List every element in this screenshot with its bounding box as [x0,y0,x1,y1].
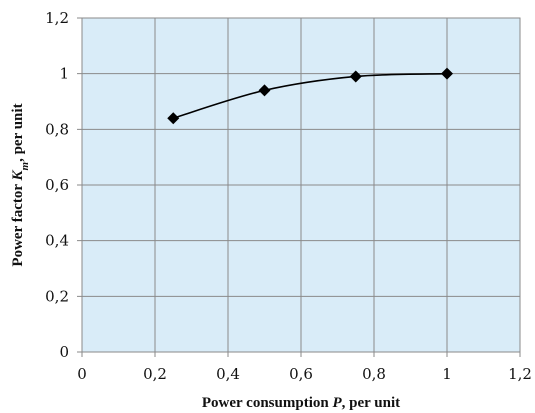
x-tick-label: 0 [77,365,87,383]
trend-curve [173,72,448,119]
y-tick-label: 1,2 [45,9,69,27]
y-tick-label: 0,8 [45,120,69,138]
y-axis-title-before: Power factor [10,180,26,266]
y-axis-title-variable: K [10,169,26,181]
x-tick-label: 0,2 [143,365,167,383]
data-markers [167,67,453,125]
x-axis-title-variable: P [332,395,342,411]
x-tick-label: 0,4 [216,365,240,383]
grid-lines [77,17,521,357]
y-axis-title: Power factor Km, per unit [10,103,31,266]
x-tick-label: 1,2 [508,365,532,383]
data-point [441,67,453,80]
x-axis-ticks: 0 0,2 0,4 0,6 0,8 1 1,2 [77,365,532,383]
x-axis-title-after: , per unit [342,395,400,411]
data-point [258,84,271,97]
x-tick-label: 0,8 [362,365,386,383]
x-tick-label: 0,6 [289,365,313,383]
x-tick-label: 1 [442,365,452,383]
y-axis-title-after: , per unit [10,103,26,161]
data-point [167,112,180,125]
data-point [349,70,362,83]
y-axis-title-subscript: m [19,161,31,170]
y-tick-label: 0,6 [45,176,69,194]
y-tick-label: 0 [59,343,69,361]
y-tick-label: 1 [59,65,69,83]
y-axis-ticks: 0 0,2 0,4 0,6 0,8 1 1,2 [45,9,69,361]
x-axis-title-before: Power consumption [202,395,333,411]
y-tick-label: 0,4 [45,232,69,250]
x-axis-title: Power consumption P, per unit [202,395,400,411]
y-tick-label: 0,2 [45,287,69,305]
